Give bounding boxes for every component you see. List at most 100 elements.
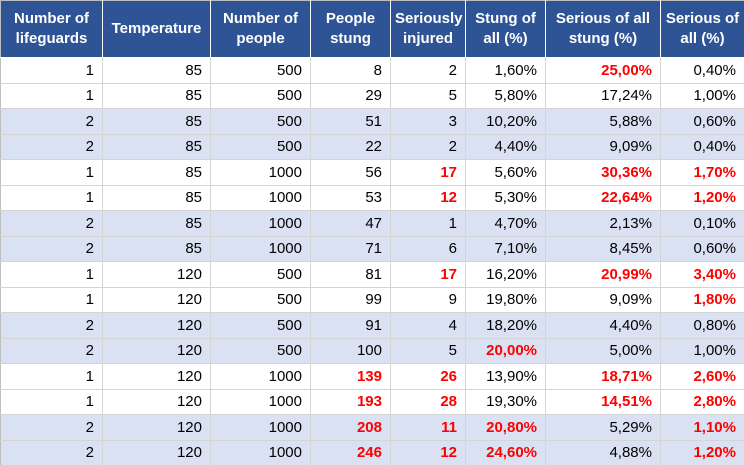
table-cell[interactable]: 4,88%: [545, 440, 661, 465]
table-cell[interactable]: 51: [310, 108, 391, 135]
table-cell[interactable]: 120: [102, 414, 211, 441]
table-cell[interactable]: 120: [102, 312, 211, 339]
table-cell[interactable]: 17,24%: [545, 83, 661, 109]
table-cell[interactable]: 2: [0, 338, 103, 364]
table-cell[interactable]: 0,10%: [660, 210, 744, 237]
table-cell[interactable]: 1: [0, 287, 103, 313]
table-cell[interactable]: 1,20%: [660, 440, 744, 465]
table-cell[interactable]: 19,80%: [465, 287, 546, 313]
table-cell[interactable]: 20,99%: [545, 261, 661, 288]
table-cell[interactable]: 8: [310, 57, 391, 84]
table-cell[interactable]: 8,45%: [545, 236, 661, 262]
table-cell[interactable]: 1,20%: [660, 185, 744, 211]
column-header-number-of-people[interactable]: Number of people: [210, 0, 311, 58]
column-header-people-stung[interactable]: People stung: [310, 0, 391, 58]
table-cell[interactable]: 1: [390, 210, 466, 237]
table-cell[interactable]: 25,00%: [545, 57, 661, 84]
table-cell[interactable]: 1000: [210, 414, 311, 441]
table-cell[interactable]: 2: [0, 312, 103, 339]
column-header-serious-of-all-stung-pct[interactable]: Serious of all stung (%): [545, 0, 661, 58]
table-cell[interactable]: 4,40%: [545, 312, 661, 339]
table-cell[interactable]: 1000: [210, 210, 311, 237]
table-cell[interactable]: 7,10%: [465, 236, 546, 262]
table-cell[interactable]: 208: [310, 414, 391, 441]
table-cell[interactable]: 500: [210, 261, 311, 288]
table-cell[interactable]: 3: [390, 108, 466, 135]
table-cell[interactable]: 11: [390, 414, 466, 441]
table-cell[interactable]: 0,40%: [660, 57, 744, 84]
table-cell[interactable]: 85: [102, 185, 211, 211]
table-cell[interactable]: 1,80%: [660, 287, 744, 313]
table-cell[interactable]: 85: [102, 108, 211, 135]
table-cell[interactable]: 56: [310, 159, 391, 186]
table-cell[interactable]: 0,80%: [660, 312, 744, 339]
table-cell[interactable]: 1,00%: [660, 83, 744, 109]
table-cell[interactable]: 18,20%: [465, 312, 546, 339]
table-cell[interactable]: 139: [310, 363, 391, 390]
table-cell[interactable]: 26: [390, 363, 466, 390]
column-header-stung-of-all-pct[interactable]: Stung of all (%): [465, 0, 546, 58]
table-cell[interactable]: 22,64%: [545, 185, 661, 211]
table-cell[interactable]: 2,13%: [545, 210, 661, 237]
table-cell[interactable]: 5,88%: [545, 108, 661, 135]
table-cell[interactable]: 1: [0, 363, 103, 390]
table-cell[interactable]: 120: [102, 440, 211, 465]
table-cell[interactable]: 1,70%: [660, 159, 744, 186]
table-cell[interactable]: 5,29%: [545, 414, 661, 441]
table-cell[interactable]: 28: [390, 389, 466, 415]
table-cell[interactable]: 4,40%: [465, 134, 546, 160]
table-cell[interactable]: 1: [0, 389, 103, 415]
table-cell[interactable]: 10,20%: [465, 108, 546, 135]
table-cell[interactable]: 1000: [210, 159, 311, 186]
table-cell[interactable]: 85: [102, 236, 211, 262]
table-cell[interactable]: 2: [0, 210, 103, 237]
column-header-seriously-injured[interactable]: Seriously injured: [390, 0, 466, 58]
table-cell[interactable]: 47: [310, 210, 391, 237]
table-cell[interactable]: 9: [390, 287, 466, 313]
table-cell[interactable]: 2,60%: [660, 363, 744, 390]
table-cell[interactable]: 193: [310, 389, 391, 415]
table-cell[interactable]: 120: [102, 389, 211, 415]
table-cell[interactable]: 53: [310, 185, 391, 211]
table-cell[interactable]: 5: [390, 83, 466, 109]
table-cell[interactable]: 1,00%: [660, 338, 744, 364]
table-cell[interactable]: 1: [0, 159, 103, 186]
table-cell[interactable]: 120: [102, 363, 211, 390]
table-cell[interactable]: 12: [390, 440, 466, 465]
table-cell[interactable]: 0,60%: [660, 108, 744, 135]
table-cell[interactable]: 0,60%: [660, 236, 744, 262]
table-cell[interactable]: 19,30%: [465, 389, 546, 415]
table-cell[interactable]: 100: [310, 338, 391, 364]
table-cell[interactable]: 2: [390, 57, 466, 84]
table-cell[interactable]: 1000: [210, 440, 311, 465]
table-cell[interactable]: 5,60%: [465, 159, 546, 186]
table-cell[interactable]: 85: [102, 159, 211, 186]
table-cell[interactable]: 1000: [210, 363, 311, 390]
table-cell[interactable]: 3,40%: [660, 261, 744, 288]
table-cell[interactable]: 12: [390, 185, 466, 211]
table-cell[interactable]: 14,51%: [545, 389, 661, 415]
table-cell[interactable]: 85: [102, 83, 211, 109]
table-cell[interactable]: 4: [390, 312, 466, 339]
table-cell[interactable]: 91: [310, 312, 391, 339]
table-cell[interactable]: 85: [102, 134, 211, 160]
table-cell[interactable]: 20,80%: [465, 414, 546, 441]
table-cell[interactable]: 9,09%: [545, 134, 661, 160]
table-cell[interactable]: 99: [310, 287, 391, 313]
table-cell[interactable]: 5,80%: [465, 83, 546, 109]
table-cell[interactable]: 85: [102, 57, 211, 84]
table-cell[interactable]: 13,90%: [465, 363, 546, 390]
column-header-serious-of-all-pct[interactable]: Serious of all (%): [660, 0, 744, 58]
table-cell[interactable]: 24,60%: [465, 440, 546, 465]
table-cell[interactable]: 1: [0, 57, 103, 84]
table-cell[interactable]: 1000: [210, 389, 311, 415]
table-cell[interactable]: 17: [390, 159, 466, 186]
table-cell[interactable]: 6: [390, 236, 466, 262]
table-cell[interactable]: 500: [210, 83, 311, 109]
table-cell[interactable]: 1: [0, 185, 103, 211]
table-cell[interactable]: 120: [102, 261, 211, 288]
table-cell[interactable]: 29: [310, 83, 391, 109]
table-cell[interactable]: 85: [102, 210, 211, 237]
table-cell[interactable]: 4,70%: [465, 210, 546, 237]
table-cell[interactable]: 1: [0, 261, 103, 288]
